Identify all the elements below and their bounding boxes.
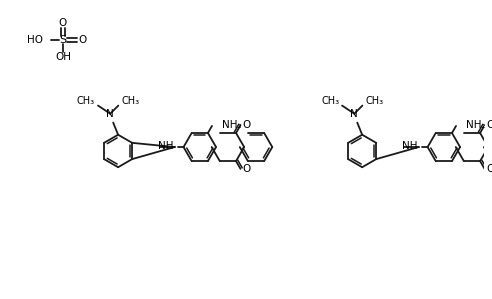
Text: NH₂: NH₂ [222,120,242,130]
Text: N: N [350,109,358,119]
Text: HO: HO [27,35,43,45]
Text: OH: OH [55,53,71,62]
Text: NH: NH [402,141,418,151]
Text: NH: NH [158,141,174,151]
Text: S: S [60,35,66,45]
Text: N: N [106,109,114,119]
Text: CH₃: CH₃ [366,96,383,106]
Text: O: O [79,35,87,45]
Text: CH₃: CH₃ [321,96,339,106]
Text: CH₃: CH₃ [77,96,95,106]
Text: CH₃: CH₃ [122,96,139,106]
Text: O: O [242,120,250,130]
Text: NH₂: NH₂ [466,120,486,130]
Text: O: O [242,164,250,174]
Text: O: O [487,164,492,174]
Text: O: O [59,18,67,28]
Text: O: O [487,120,492,130]
